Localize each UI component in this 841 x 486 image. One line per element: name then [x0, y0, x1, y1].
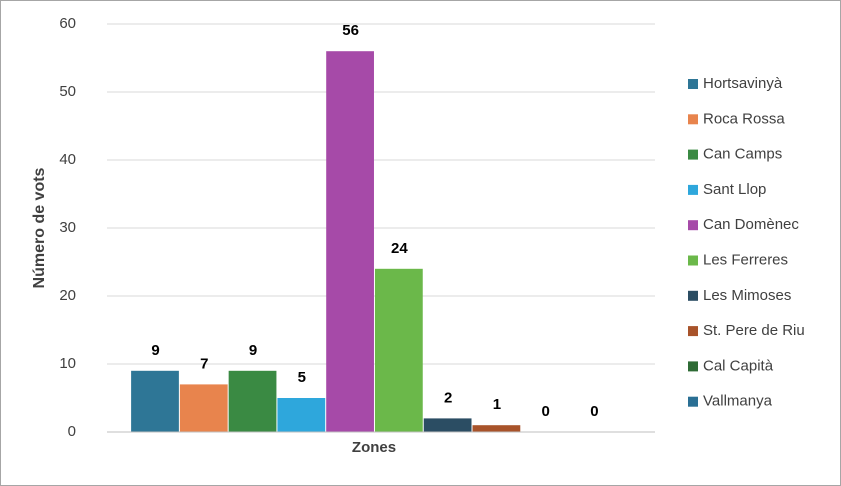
legend-label: Can Camps	[703, 146, 782, 163]
legend-label: Sant Llop	[703, 181, 766, 198]
legend-swatch	[688, 396, 698, 407]
legend-swatch	[688, 326, 698, 337]
legend-swatch	[688, 184, 698, 195]
bar	[374, 268, 423, 432]
legend-label: Cal Capità	[703, 357, 774, 374]
y-tick-label: 40	[59, 151, 76, 168]
bar	[228, 370, 277, 432]
legend-swatch	[688, 114, 698, 125]
y-axis-label: Número de vots	[31, 167, 48, 288]
x-tick-label: Zones	[352, 439, 396, 456]
legend-label: Roca Rossa	[703, 110, 785, 127]
bar	[131, 370, 179, 432]
legend-swatch	[688, 290, 698, 301]
legend-label: Les Mimoses	[703, 287, 791, 304]
value-label: 0	[590, 403, 598, 420]
bar	[423, 418, 472, 432]
y-tick-label: 30	[59, 219, 76, 236]
legend-label: St. Pere de Riu	[703, 322, 805, 339]
legend-swatch	[688, 220, 698, 231]
y-tick-label: 20	[59, 287, 76, 304]
legend-swatch	[688, 255, 698, 266]
bar	[472, 425, 521, 432]
legend-label: Vallmanya	[703, 393, 773, 410]
legend-swatch	[688, 361, 698, 372]
value-label: 1	[493, 396, 501, 413]
y-tick-label: 60	[59, 15, 76, 32]
bar	[179, 384, 228, 432]
value-label: 7	[200, 355, 208, 372]
y-tick-label: 0	[68, 423, 76, 440]
value-label: 5	[298, 369, 306, 386]
bar	[277, 398, 326, 432]
legend-label: Can Domènec	[703, 216, 799, 233]
legend-swatch	[688, 79, 698, 89]
value-label: 0	[542, 403, 550, 420]
value-label: 9	[151, 342, 159, 359]
bar	[326, 51, 374, 432]
legend-label: Hortsavinyà	[703, 75, 783, 92]
legend-label: Les Ferreres	[703, 251, 788, 268]
value-label: 2	[444, 389, 452, 406]
value-label: 9	[249, 342, 257, 359]
value-label: 56	[342, 22, 359, 39]
y-tick-label: 50	[59, 83, 76, 100]
value-label: 24	[391, 240, 408, 257]
legend-swatch	[688, 149, 698, 160]
y-tick-label: 10	[59, 355, 76, 372]
